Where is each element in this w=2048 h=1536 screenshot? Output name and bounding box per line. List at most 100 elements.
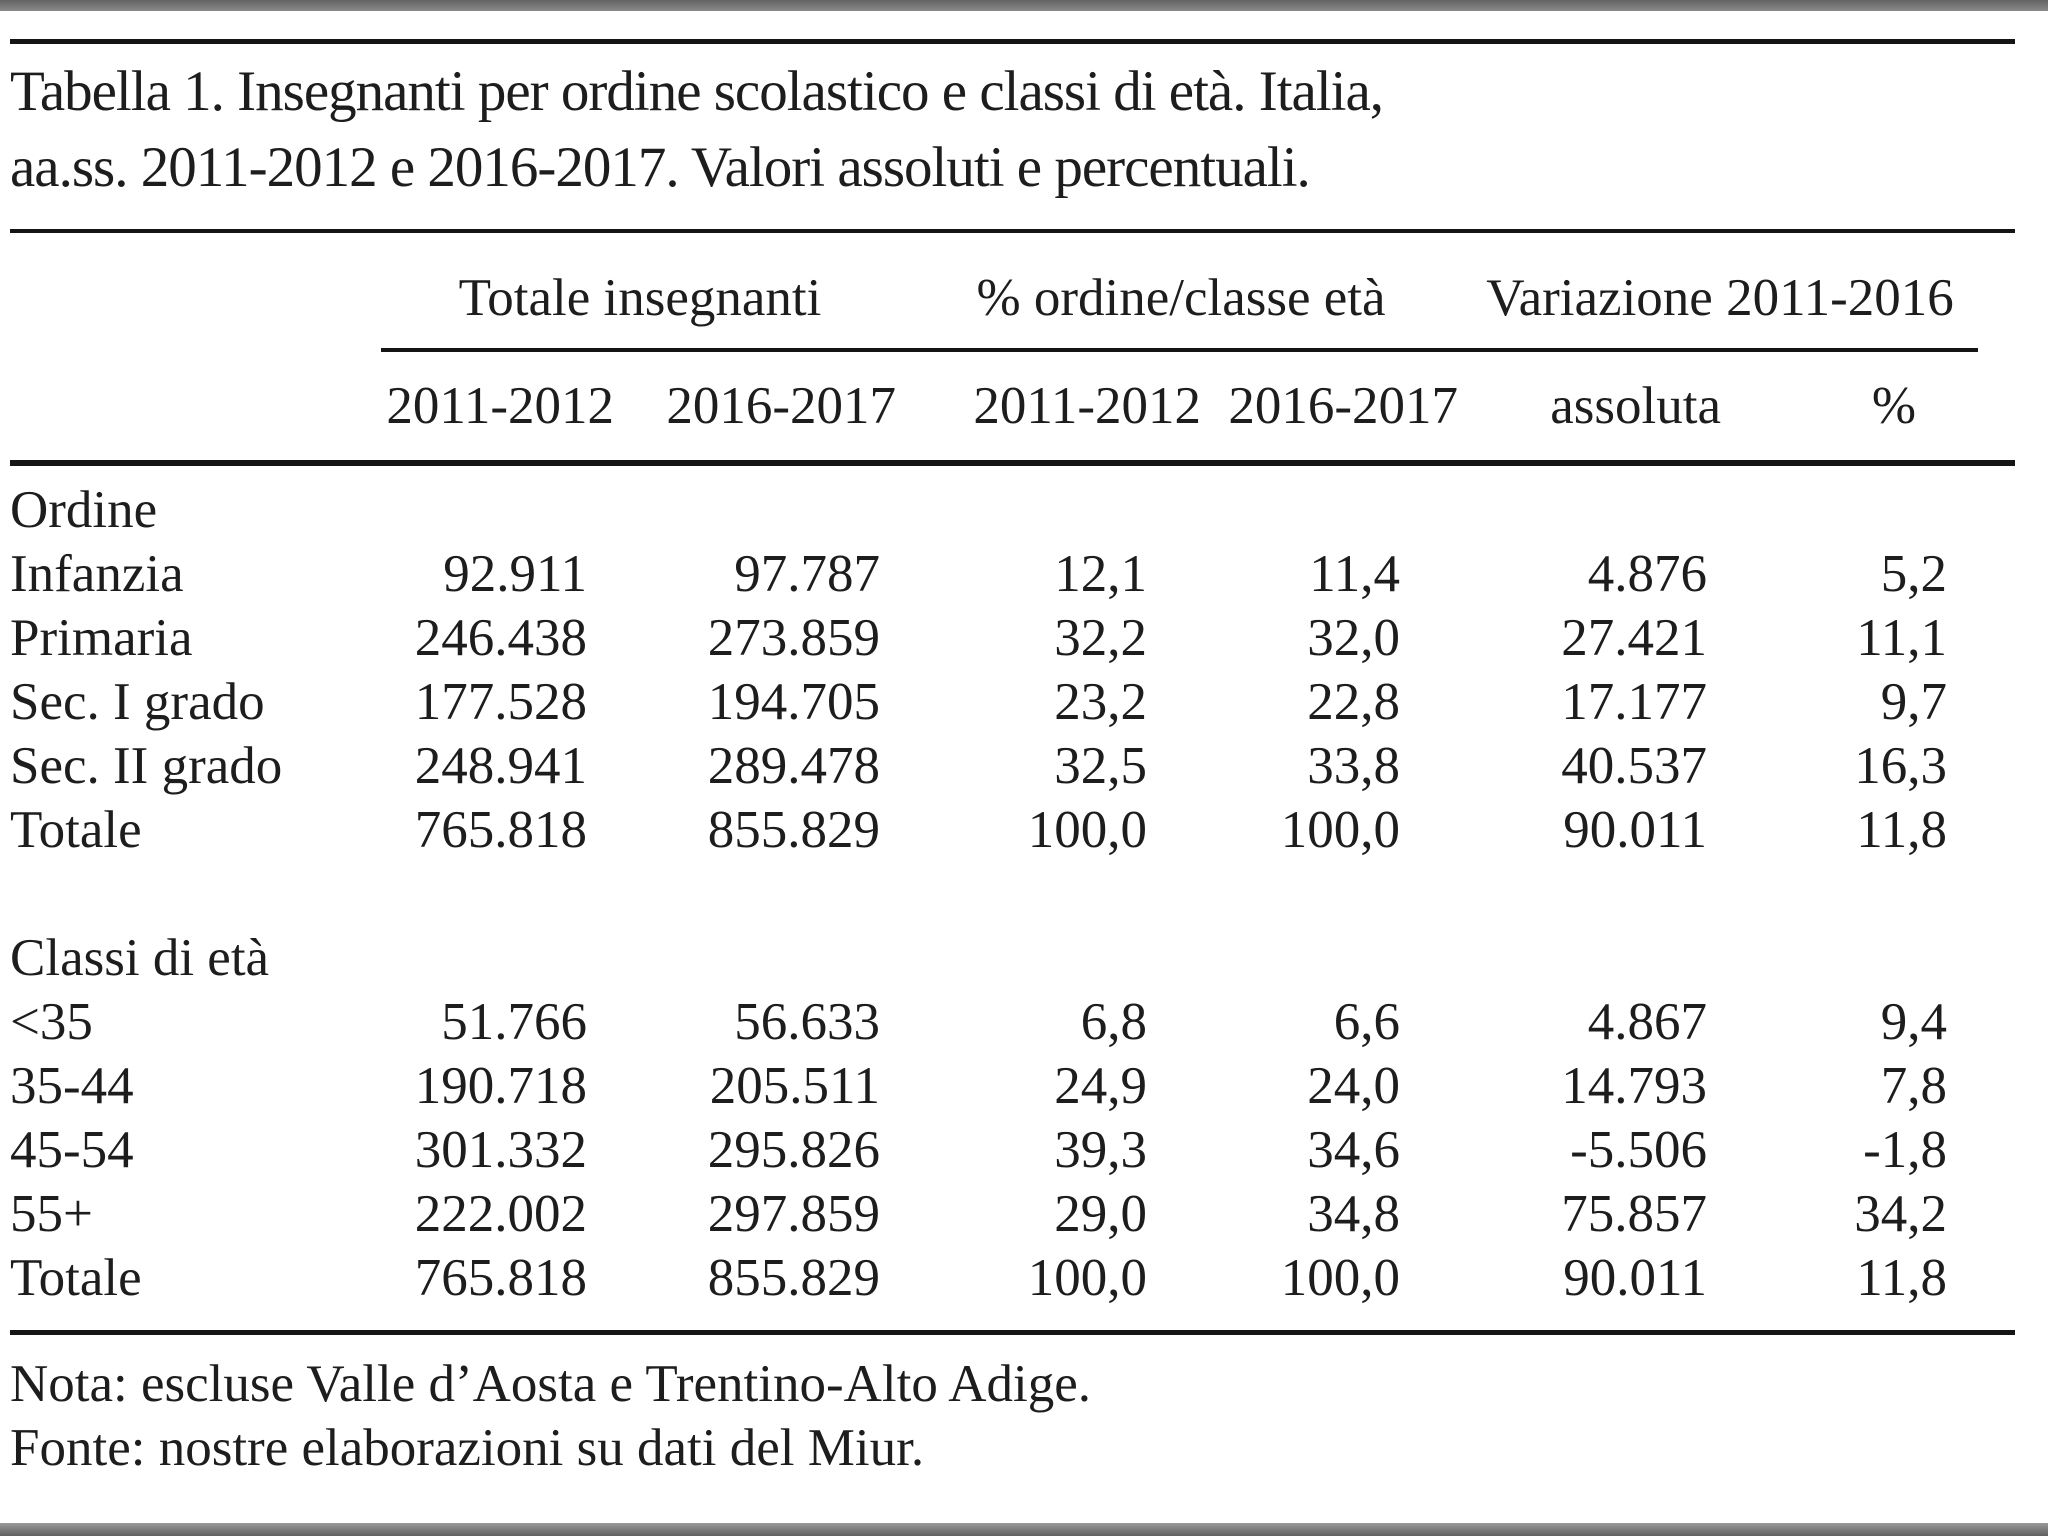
cell: 22,8	[1307, 673, 1400, 731]
cell: 33,8	[1307, 737, 1400, 795]
cell: 11,4	[1309, 545, 1400, 603]
cell: 97.787	[734, 545, 880, 603]
cell: 194.705	[707, 673, 880, 731]
row-label: Totale	[10, 1249, 142, 1307]
cell: 273.859	[707, 609, 880, 667]
cell: 32,5	[1054, 737, 1147, 795]
col-header-2016-2017-pct: 2016-2017	[1228, 377, 1458, 435]
row-label: <35	[10, 993, 93, 1051]
table-row: 55+ 222.002 297.859 29,0 34,8 75.857 34,…	[10, 1182, 1978, 1246]
cell: 205.511	[709, 1057, 880, 1115]
cell: -1,8	[1863, 1121, 1947, 1179]
cell: 190.718	[414, 1057, 587, 1115]
col-header-percent: %	[1871, 377, 1916, 435]
cell: 24,9	[1054, 1057, 1147, 1115]
section-header-row: Ordine	[10, 478, 1978, 542]
row-label: 55+	[10, 1185, 93, 1243]
page-edge-bottom	[0, 1523, 2048, 1536]
cell: 24,0	[1307, 1057, 1400, 1115]
cell: 29,0	[1054, 1185, 1147, 1243]
cell: 4.876	[1587, 545, 1707, 603]
row-label: Infanzia	[10, 545, 184, 603]
row-label: Sec. I grado	[10, 673, 265, 731]
section-label: Ordine	[10, 481, 158, 539]
cell: 295.826	[707, 1121, 880, 1179]
cell: 92.911	[443, 545, 587, 603]
cell: 855.829	[707, 1249, 880, 1307]
cell: 34,2	[1854, 1185, 1947, 1243]
row-label: 35-44	[10, 1057, 134, 1115]
col-header-assoluta: assoluta	[1550, 377, 1721, 435]
cell: 75.857	[1561, 1185, 1707, 1243]
cell: 34,8	[1307, 1185, 1400, 1243]
col-header-2011-2012-tot: 2011-2012	[386, 377, 614, 435]
cell: 27.421	[1561, 609, 1707, 667]
table-title: Tabella 1. Insegnanti per ordine scolast…	[10, 54, 1384, 206]
table-footnotes: Nota: escluse Valle d’Aosta e Trentino-A…	[10, 1352, 1091, 1480]
cell: 765.818	[414, 1249, 587, 1307]
cell: 16,3	[1854, 737, 1947, 795]
cell: 6,8	[1080, 993, 1147, 1051]
col-group-totale-insegnanti: Totale insegnanti	[458, 269, 822, 327]
cell: 4.867	[1587, 993, 1707, 1051]
spacer-row	[10, 862, 1978, 926]
cell: 289.478	[707, 737, 880, 795]
table-source: Fonte: nostre elaborazioni su dati del M…	[10, 1419, 925, 1477]
data-table: Ordine Infanzia 92.911 97.787 12,1 11,4 …	[10, 478, 1978, 1310]
page-edge-top	[0, 0, 2048, 11]
cell: 32,0	[1307, 609, 1400, 667]
title-line-1: Tabella 1. Insegnanti per ordine scolast…	[10, 60, 1384, 123]
cell: 5,2	[1880, 545, 1947, 603]
row-label: Sec. II grado	[10, 737, 283, 795]
rule-under-title	[10, 229, 2015, 233]
total-row: Totale 765.818 855.829 100,0 100,0 90.01…	[10, 798, 1978, 862]
cell: 11,1	[1856, 609, 1947, 667]
table-row: Infanzia 92.911 97.787 12,1 11,4 4.876 5…	[10, 542, 1978, 606]
cell: 7,8	[1880, 1057, 1947, 1115]
cell: 90.011	[1563, 1249, 1707, 1307]
rule-bottom	[10, 1330, 2015, 1335]
rule-top	[10, 39, 2015, 44]
cell: 100,0	[1280, 801, 1400, 859]
section-label: Classi di età	[10, 929, 270, 987]
cell: 301.332	[414, 1121, 587, 1179]
col-group-variazione-2011-2016: Variazione 2011-2016	[1486, 269, 1954, 327]
rule-above-body	[10, 460, 2015, 466]
cell: 17.177	[1561, 673, 1707, 731]
cell: 14.793	[1561, 1057, 1707, 1115]
cell: 177.528	[414, 673, 587, 731]
cell: 51.766	[441, 993, 587, 1051]
row-label: Primaria	[10, 609, 193, 667]
cell: 100,0	[1280, 1249, 1400, 1307]
row-label: 45-54	[10, 1121, 134, 1179]
cell: 34,6	[1307, 1121, 1400, 1179]
cell: 12,1	[1054, 545, 1147, 603]
cell: 855.829	[707, 801, 880, 859]
cell: 40.537	[1561, 737, 1707, 795]
cell: 246.438	[414, 609, 587, 667]
cell: 297.859	[707, 1185, 880, 1243]
total-row: Totale 765.818 855.829 100,0 100,0 90.01…	[10, 1246, 1978, 1310]
cell: 765.818	[414, 801, 587, 859]
cell: 23,2	[1054, 673, 1147, 731]
cell: 9,4	[1880, 993, 1947, 1051]
table-row: Sec. I grado 177.528 194.705 23,2 22,8 1…	[10, 670, 1978, 734]
col-header-2011-2012-pct: 2011-2012	[973, 377, 1201, 435]
col-group-percent-ordine-classe-eta: % ordine/classe età	[976, 269, 1386, 327]
rule-under-group-headers	[381, 348, 1978, 352]
cell: 11,8	[1856, 1249, 1947, 1307]
row-label: Totale	[10, 801, 142, 859]
cell: 100,0	[1027, 801, 1147, 859]
cell: 11,8	[1856, 801, 1947, 859]
cell: 248.941	[414, 737, 587, 795]
cell: 32,2	[1054, 609, 1147, 667]
table-row: Sec. II grado 248.941 289.478 32,5 33,8 …	[10, 734, 1978, 798]
cell: 222.002	[414, 1185, 587, 1243]
table-row: Primaria 246.438 273.859 32,2 32,0 27.42…	[10, 606, 1978, 670]
cell: 90.011	[1563, 801, 1707, 859]
col-header-2016-2017-tot: 2016-2017	[666, 377, 896, 435]
table-header: Totale insegnanti % ordine/classe età Va…	[10, 233, 1978, 460]
title-line-2: aa.ss. 2011-2012 e 2016-2017. Valori ass…	[10, 136, 1311, 199]
table-note: Nota: escluse Valle d’Aosta e Trentino-A…	[10, 1355, 1091, 1413]
